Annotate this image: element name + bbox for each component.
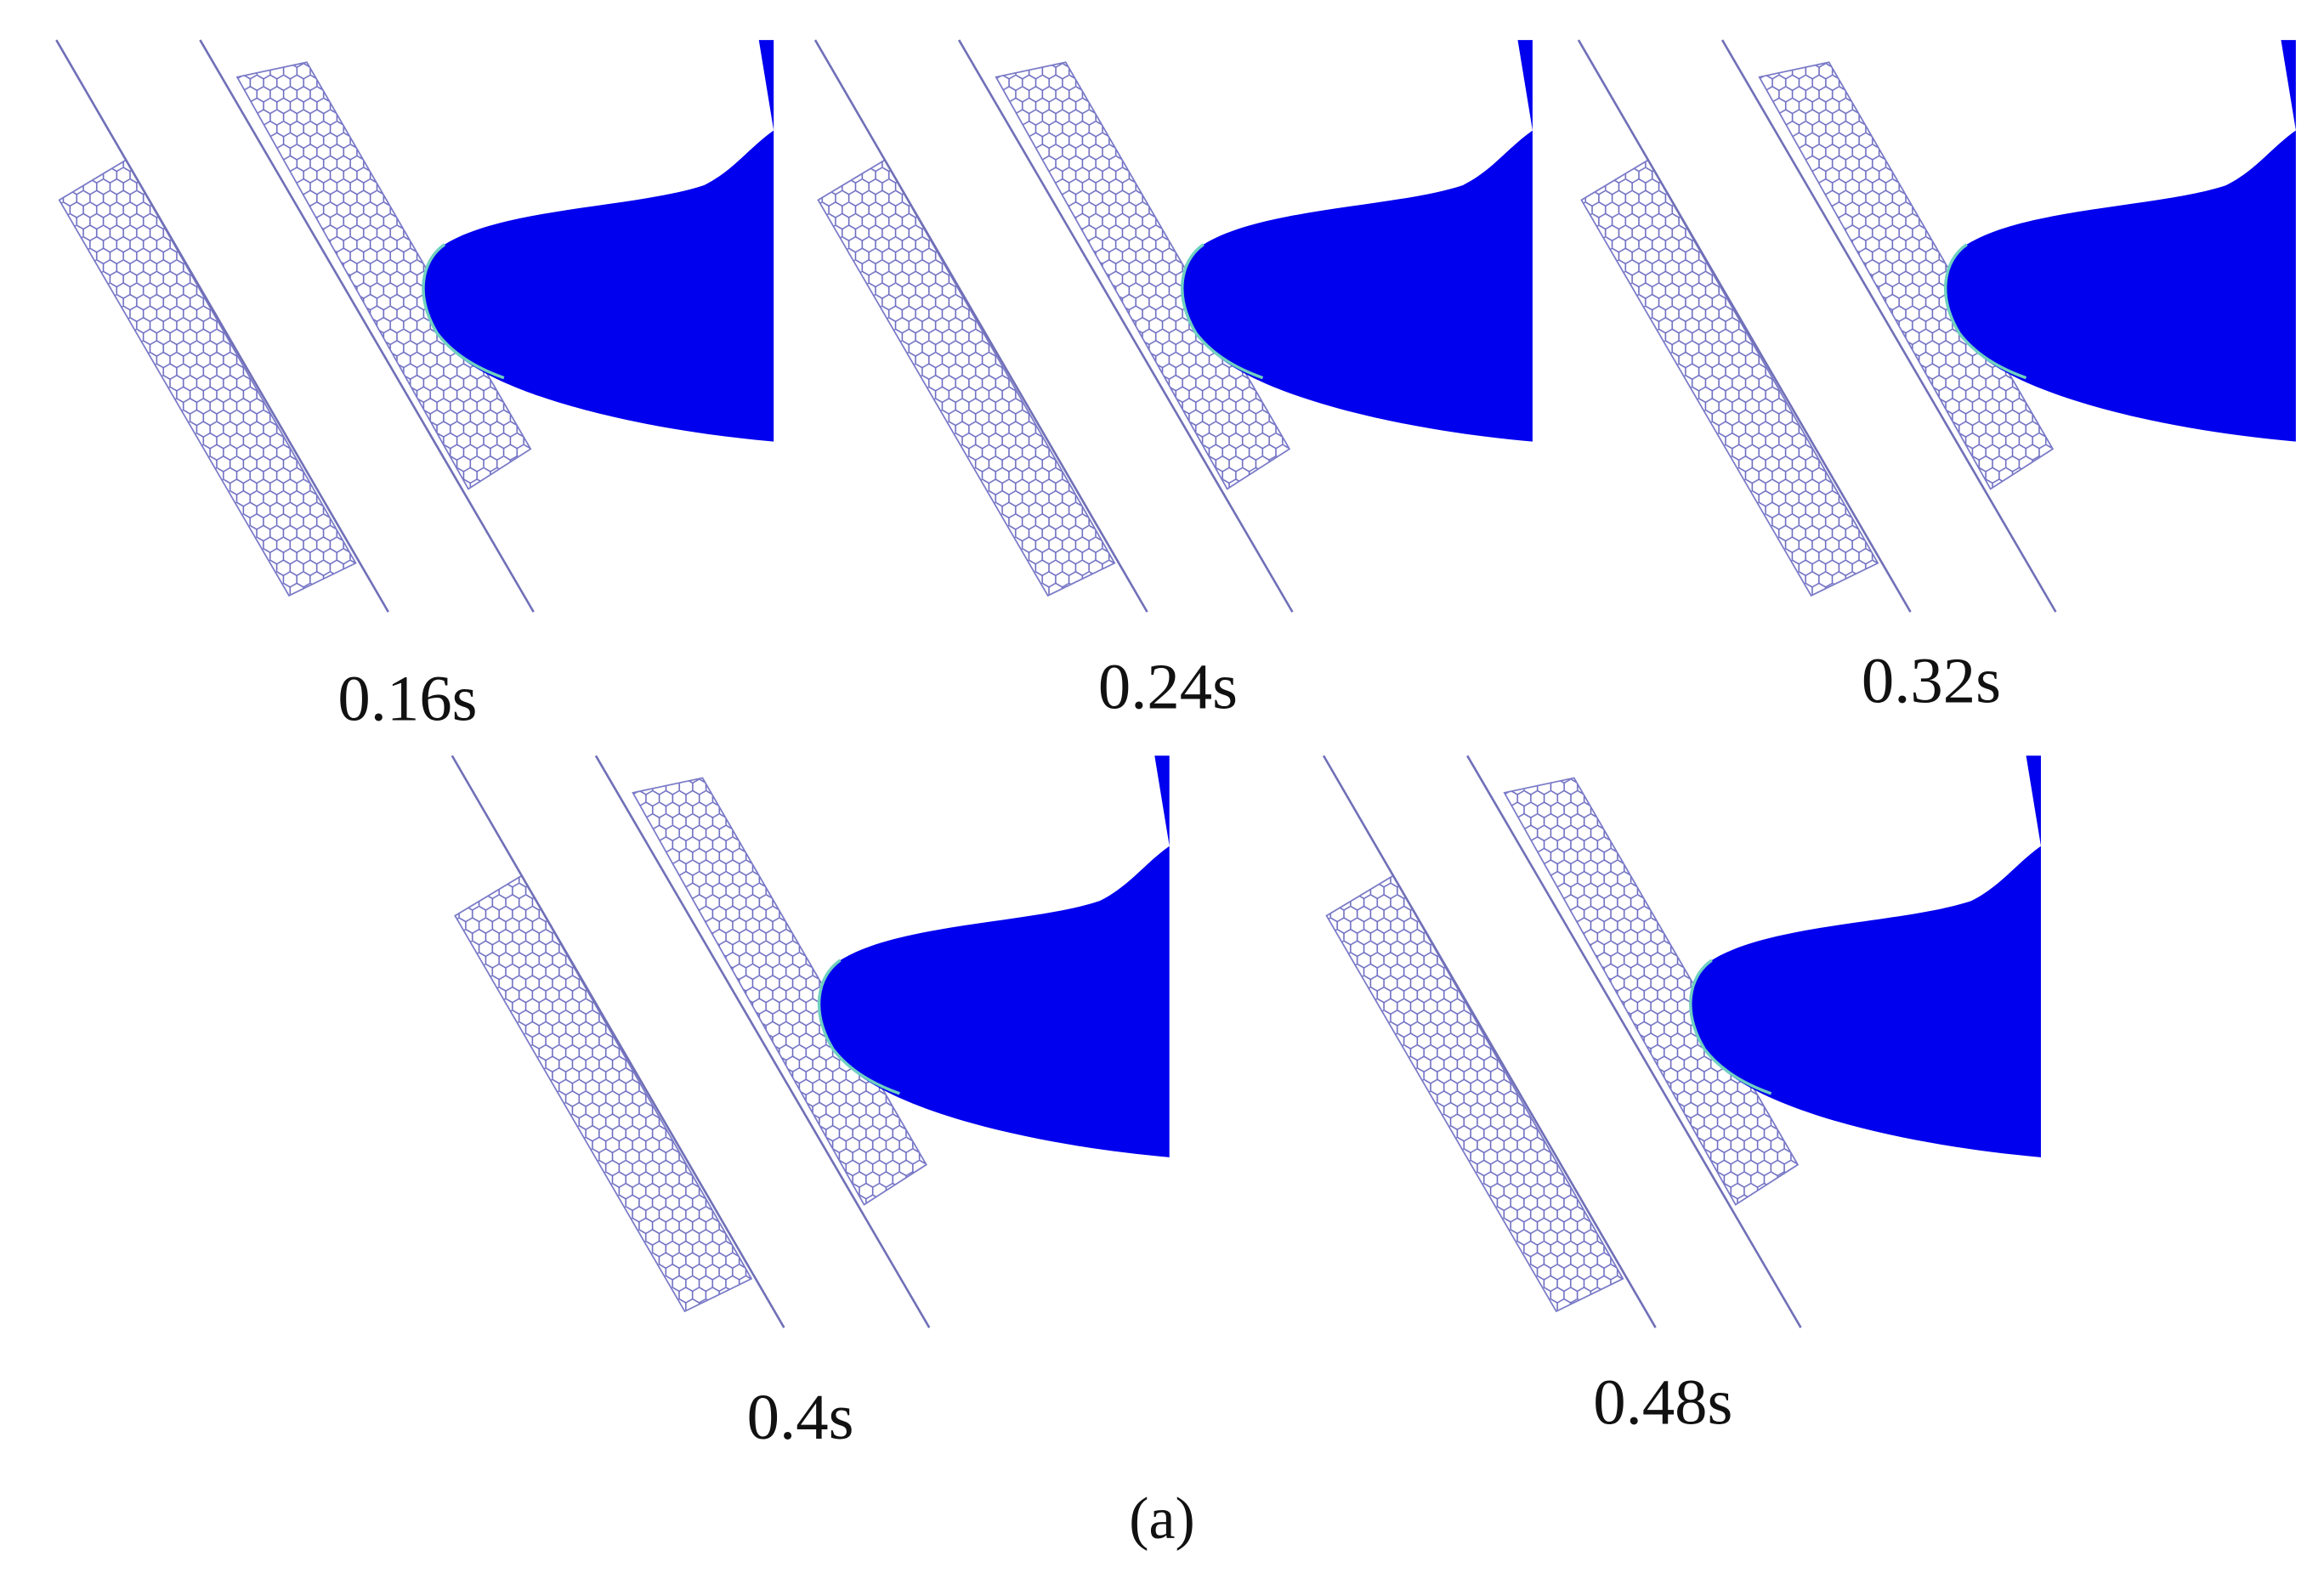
time-label: 0.16s <box>337 662 477 734</box>
simulation-panel <box>451 754 1171 1330</box>
simulation-panel <box>1577 38 2298 614</box>
figure-caption: (a) <box>1129 1486 1194 1552</box>
time-label: 0.24s <box>1098 650 1238 722</box>
simulation-panel <box>54 38 775 614</box>
time-label: 0.32s <box>1862 645 2001 717</box>
simulation-panel <box>1322 754 2043 1330</box>
time-label: 0.48s <box>1593 1366 1732 1439</box>
time-label: 0.4s <box>747 1381 854 1453</box>
simulation-panel <box>813 38 1534 614</box>
